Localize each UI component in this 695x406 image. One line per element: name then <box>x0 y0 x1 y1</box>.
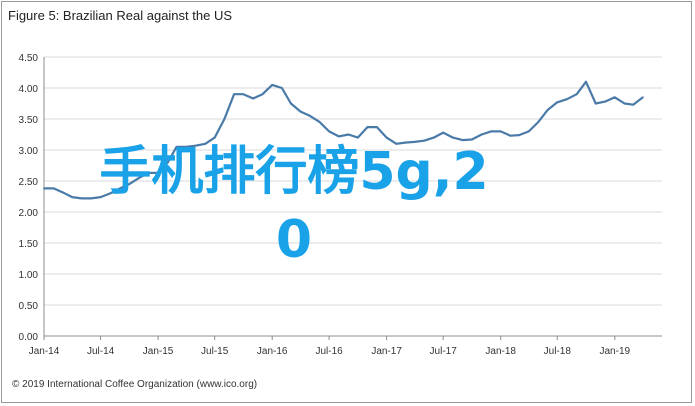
data-point <box>356 136 359 139</box>
data-point <box>527 130 530 133</box>
data-point <box>556 101 559 104</box>
data-point <box>471 138 473 141</box>
y-tick-label: 4.00 <box>19 84 39 95</box>
data-point <box>413 141 416 143</box>
data-point <box>71 196 74 199</box>
data-point <box>185 146 188 148</box>
data-point <box>385 136 388 139</box>
data-point <box>594 102 597 105</box>
data-point <box>280 87 283 89</box>
data-point <box>585 80 587 83</box>
data-point <box>547 108 549 111</box>
data-point <box>52 187 55 190</box>
data-point <box>194 144 197 147</box>
x-tick-label: Jul-17 <box>430 346 458 357</box>
data-point <box>613 96 616 99</box>
overlay-line-2: 0 <box>275 210 313 270</box>
data-point <box>166 161 169 164</box>
data-point <box>480 133 483 136</box>
data-point <box>566 98 568 101</box>
data-point <box>347 133 350 136</box>
data-point <box>109 192 112 195</box>
series-line <box>44 80 644 200</box>
y-tick-label: 1.00 <box>19 270 39 281</box>
x-tick-label: Jan-19 <box>600 346 631 357</box>
x-tick-label: Jul-14 <box>87 346 115 357</box>
data-point <box>395 142 398 145</box>
y-tick-label: 4.50 <box>19 53 39 64</box>
data-point <box>223 118 226 120</box>
x-tick-label: Jan-14 <box>29 346 60 357</box>
y-tick-label: 3.00 <box>19 146 39 157</box>
y-tick-label: 3.50 <box>19 115 39 126</box>
x-tick-label: Jan-17 <box>371 346 402 357</box>
x-tick-label: Jul-15 <box>201 346 229 357</box>
data-point <box>318 121 321 123</box>
x-tick-label: Jul-16 <box>315 346 343 357</box>
data-point <box>61 191 64 194</box>
overlay-line-1: 手机排行榜5g,2 <box>99 142 489 202</box>
data-point <box>632 103 635 106</box>
data-point <box>423 139 426 142</box>
data-point <box>290 102 292 105</box>
data-point <box>128 183 131 186</box>
data-point <box>404 141 406 144</box>
data-point <box>537 121 540 123</box>
data-point <box>43 187 45 190</box>
data-point <box>432 136 435 139</box>
data-point <box>261 93 264 96</box>
data-point <box>604 100 607 103</box>
data-point <box>328 130 330 133</box>
data-point <box>509 134 512 137</box>
data-point <box>119 187 121 190</box>
data-point <box>337 135 340 138</box>
data-point <box>499 130 502 133</box>
data-point <box>138 177 140 179</box>
data-point <box>147 172 150 174</box>
data-point <box>157 172 159 174</box>
data-point <box>204 142 207 145</box>
data-point <box>623 102 626 105</box>
data-point <box>90 197 93 200</box>
data-point <box>442 131 445 134</box>
copyright-footer: © 2019 International Coffee Organization… <box>12 379 258 390</box>
data-point <box>99 196 102 199</box>
data-point <box>309 115 311 117</box>
data-point <box>461 139 464 141</box>
data-point <box>451 136 454 139</box>
x-tick-label: Jan-15 <box>143 346 174 357</box>
x-tick-label: Jan-16 <box>257 346 288 357</box>
data-point <box>80 197 83 200</box>
y-tick-label: 1.50 <box>19 239 39 250</box>
data-point <box>642 96 644 99</box>
data-point <box>271 84 274 86</box>
data-point <box>252 97 255 100</box>
watermark-overlay-text: 手机排行榜5g,2 0 <box>14 138 574 274</box>
figure-title: Figure 5: Brazilian Real against the US <box>8 8 233 23</box>
data-point <box>376 126 378 128</box>
x-tick-label: Jan-18 <box>485 346 516 357</box>
data-point <box>366 126 369 128</box>
data-point <box>233 93 235 96</box>
data-point <box>213 136 216 139</box>
y-tick-label: 0.50 <box>19 301 39 312</box>
data-point <box>575 93 578 96</box>
data-point <box>490 130 492 133</box>
x-tick-label: Jul-18 <box>544 346 572 357</box>
y-tick-label: 0.00 <box>19 332 39 343</box>
data-point <box>175 146 178 148</box>
data-point <box>242 93 245 96</box>
data-point <box>299 110 302 113</box>
data-point <box>518 134 521 137</box>
y-tick-label: 2.50 <box>19 177 39 188</box>
y-tick-label: 2.00 <box>19 208 39 219</box>
